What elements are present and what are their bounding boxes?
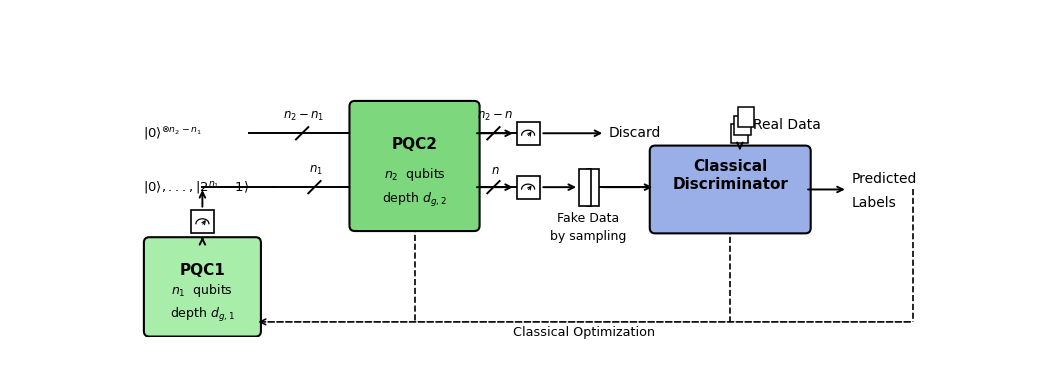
FancyBboxPatch shape [349,101,480,231]
Bar [735,116,752,135]
Text: $n_2-n$: $n_2-n$ [477,110,513,123]
Text: PQC1: PQC1 [179,263,225,279]
Text: Real Data: Real Data [753,118,821,132]
Text: Discard: Discard [609,126,662,140]
FancyBboxPatch shape [650,146,810,233]
Text: $n$: $n$ [491,164,499,177]
Bar [586,169,599,206]
Text: Fake Data
by sampling: Fake Data by sampling [550,212,627,243]
Bar [191,210,213,233]
Bar [579,169,592,206]
Text: Classical
Discriminator: Classical Discriminator [672,160,788,192]
Text: $n_2$  qubits
depth $d_{g,2}$: $n_2$ qubits depth $d_{g,2}$ [382,166,447,208]
Text: Labels: Labels [852,196,896,210]
Text: Classical Optimization: Classical Optimization [513,326,655,339]
Bar [516,122,539,145]
Text: $n_2-n_1$: $n_2-n_1$ [282,110,324,123]
Text: $n_1$  qubits
depth $d_{g,1}$: $n_1$ qubits depth $d_{g,1}$ [170,282,235,324]
Text: $n_1$: $n_1$ [309,164,323,177]
Bar [737,107,754,127]
Text: $|0\rangle^{\otimes n_2-n_1}$: $|0\rangle^{\otimes n_2-n_1}$ [143,125,202,142]
Text: PQC2: PQC2 [392,137,438,152]
Text: $|0\rangle,...,|2^{n_1}-1\rangle$: $|0\rangle,...,|2^{n_1}-1\rangle$ [143,179,250,195]
Bar [516,175,539,199]
Text: Predicted: Predicted [852,172,917,186]
Bar [732,124,749,143]
FancyBboxPatch shape [143,237,261,337]
